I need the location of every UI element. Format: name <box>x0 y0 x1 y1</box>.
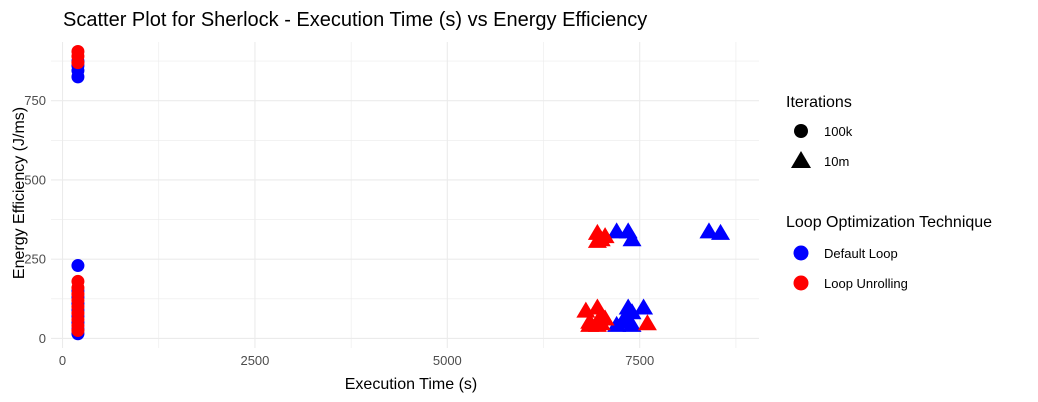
legend-iterations-title: Iterations <box>786 94 852 111</box>
data-point-circle <box>71 259 85 273</box>
legend-key-triangle <box>791 151 811 168</box>
x-tick-label: 2500 <box>240 353 269 368</box>
data-point-triangle <box>591 314 611 331</box>
chart-title: Scatter Plot for Sherlock - Execution Ti… <box>63 9 647 31</box>
data-point-triangle <box>699 222 719 239</box>
legend-label-10m: 10m <box>824 154 849 169</box>
data-point-circle <box>71 56 85 70</box>
legend-technique-title: Loop Optimization Technique <box>786 214 992 231</box>
legend: Iterations 100k 10m Loop Optimization Te… <box>786 94 992 291</box>
x-axis-title: Execution Time (s) <box>345 376 477 393</box>
legend-key-loop-unrolling <box>793 275 809 291</box>
y-tick-label: 500 <box>24 172 46 187</box>
grid-lines <box>51 42 759 348</box>
x-tick-label: 7500 <box>625 353 654 368</box>
data-point-triangle <box>587 231 607 248</box>
legend-label-100k: 100k <box>824 124 853 139</box>
legend-label-loop-unrolling: Loop Unrolling <box>824 276 908 291</box>
data-point-triangle <box>622 230 642 247</box>
legend-key-circle <box>794 124 808 138</box>
legend-key-default-loop <box>793 245 809 261</box>
data-point-triangle <box>711 223 731 240</box>
y-axis-title: Energy Efficiency (J/ms) <box>11 107 28 279</box>
y-tick-label: 250 <box>24 252 46 267</box>
tick-labels: 0 2500 5000 7500 0 250 500 750 <box>24 93 654 368</box>
y-tick-label: 0 <box>39 331 46 346</box>
data-point-triangle <box>614 309 634 326</box>
y-tick-label: 750 <box>24 93 46 108</box>
data-point-circle <box>71 324 85 338</box>
data-points <box>71 45 731 341</box>
data-point-triangle <box>637 314 657 331</box>
data-point-triangle <box>634 298 654 315</box>
legend-label-default-loop: Default Loop <box>824 246 898 261</box>
x-tick-label: 5000 <box>433 353 462 368</box>
x-tick-label: 0 <box>59 353 66 368</box>
